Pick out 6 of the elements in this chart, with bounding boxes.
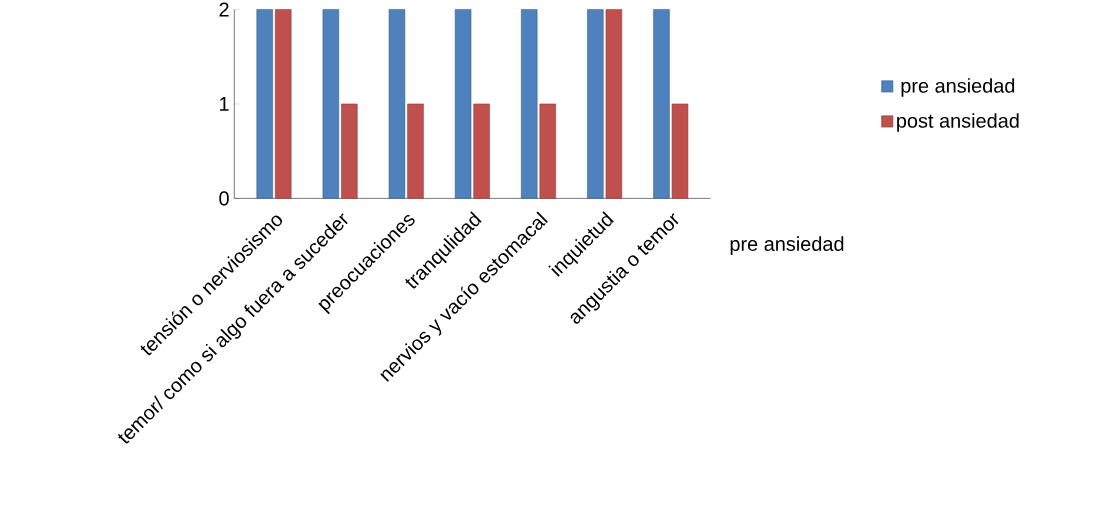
y-tick-label: 1	[220, 97, 229, 111]
y-tick-label: 2	[219, 2, 229, 17]
legend-label: post ansiedad	[897, 113, 1019, 132]
legend-label: pre ansiedad	[901, 78, 1015, 97]
text: pre ansiedad	[730, 236, 844, 255]
y-tick-label: 0	[219, 191, 229, 206]
